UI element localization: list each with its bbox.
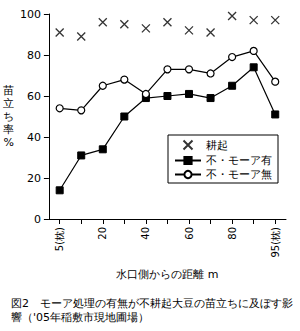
svg-text:%: % bbox=[4, 136, 14, 149]
svg-text:0: 0 bbox=[34, 213, 41, 226]
svg-text:60: 60 bbox=[27, 90, 41, 103]
svg-text:響（'05年稲敷市現地圃場）: 響（'05年稲敷市現地圃場） bbox=[11, 311, 149, 324]
svg-text:率: 率 bbox=[3, 123, 14, 136]
svg-text:80: 80 bbox=[27, 49, 41, 62]
svg-text:耕起: 耕起 bbox=[206, 139, 228, 152]
svg-text:図2 モーア処理の有無が不耕起大豆の苗立ちに及ぼす影: 図2 モーア処理の有無が不耕起大豆の苗立ちに及ぼす影 bbox=[11, 297, 293, 310]
svg-text:水口側からの距離 m: 水口側からの距離 m bbox=[116, 268, 218, 281]
svg-text:20: 20 bbox=[27, 172, 41, 185]
svg-text:60: 60 bbox=[184, 227, 195, 240]
svg-text:20: 20 bbox=[97, 227, 108, 240]
svg-text:苗: 苗 bbox=[3, 84, 14, 97]
svg-text:80: 80 bbox=[227, 227, 238, 240]
svg-text:不・モーア無: 不・モーア無 bbox=[206, 168, 272, 181]
svg-text:40: 40 bbox=[27, 131, 41, 144]
svg-text:95(枕): 95(枕) bbox=[270, 227, 281, 258]
svg-text:ち: ち bbox=[3, 110, 14, 123]
svg-text:不・モーア有: 不・モーア有 bbox=[206, 154, 272, 167]
svg-text:40: 40 bbox=[140, 227, 151, 240]
svg-text:5(枕): 5(枕) bbox=[54, 227, 65, 251]
svg-text:100: 100 bbox=[20, 8, 41, 21]
svg-text:立: 立 bbox=[3, 97, 14, 110]
